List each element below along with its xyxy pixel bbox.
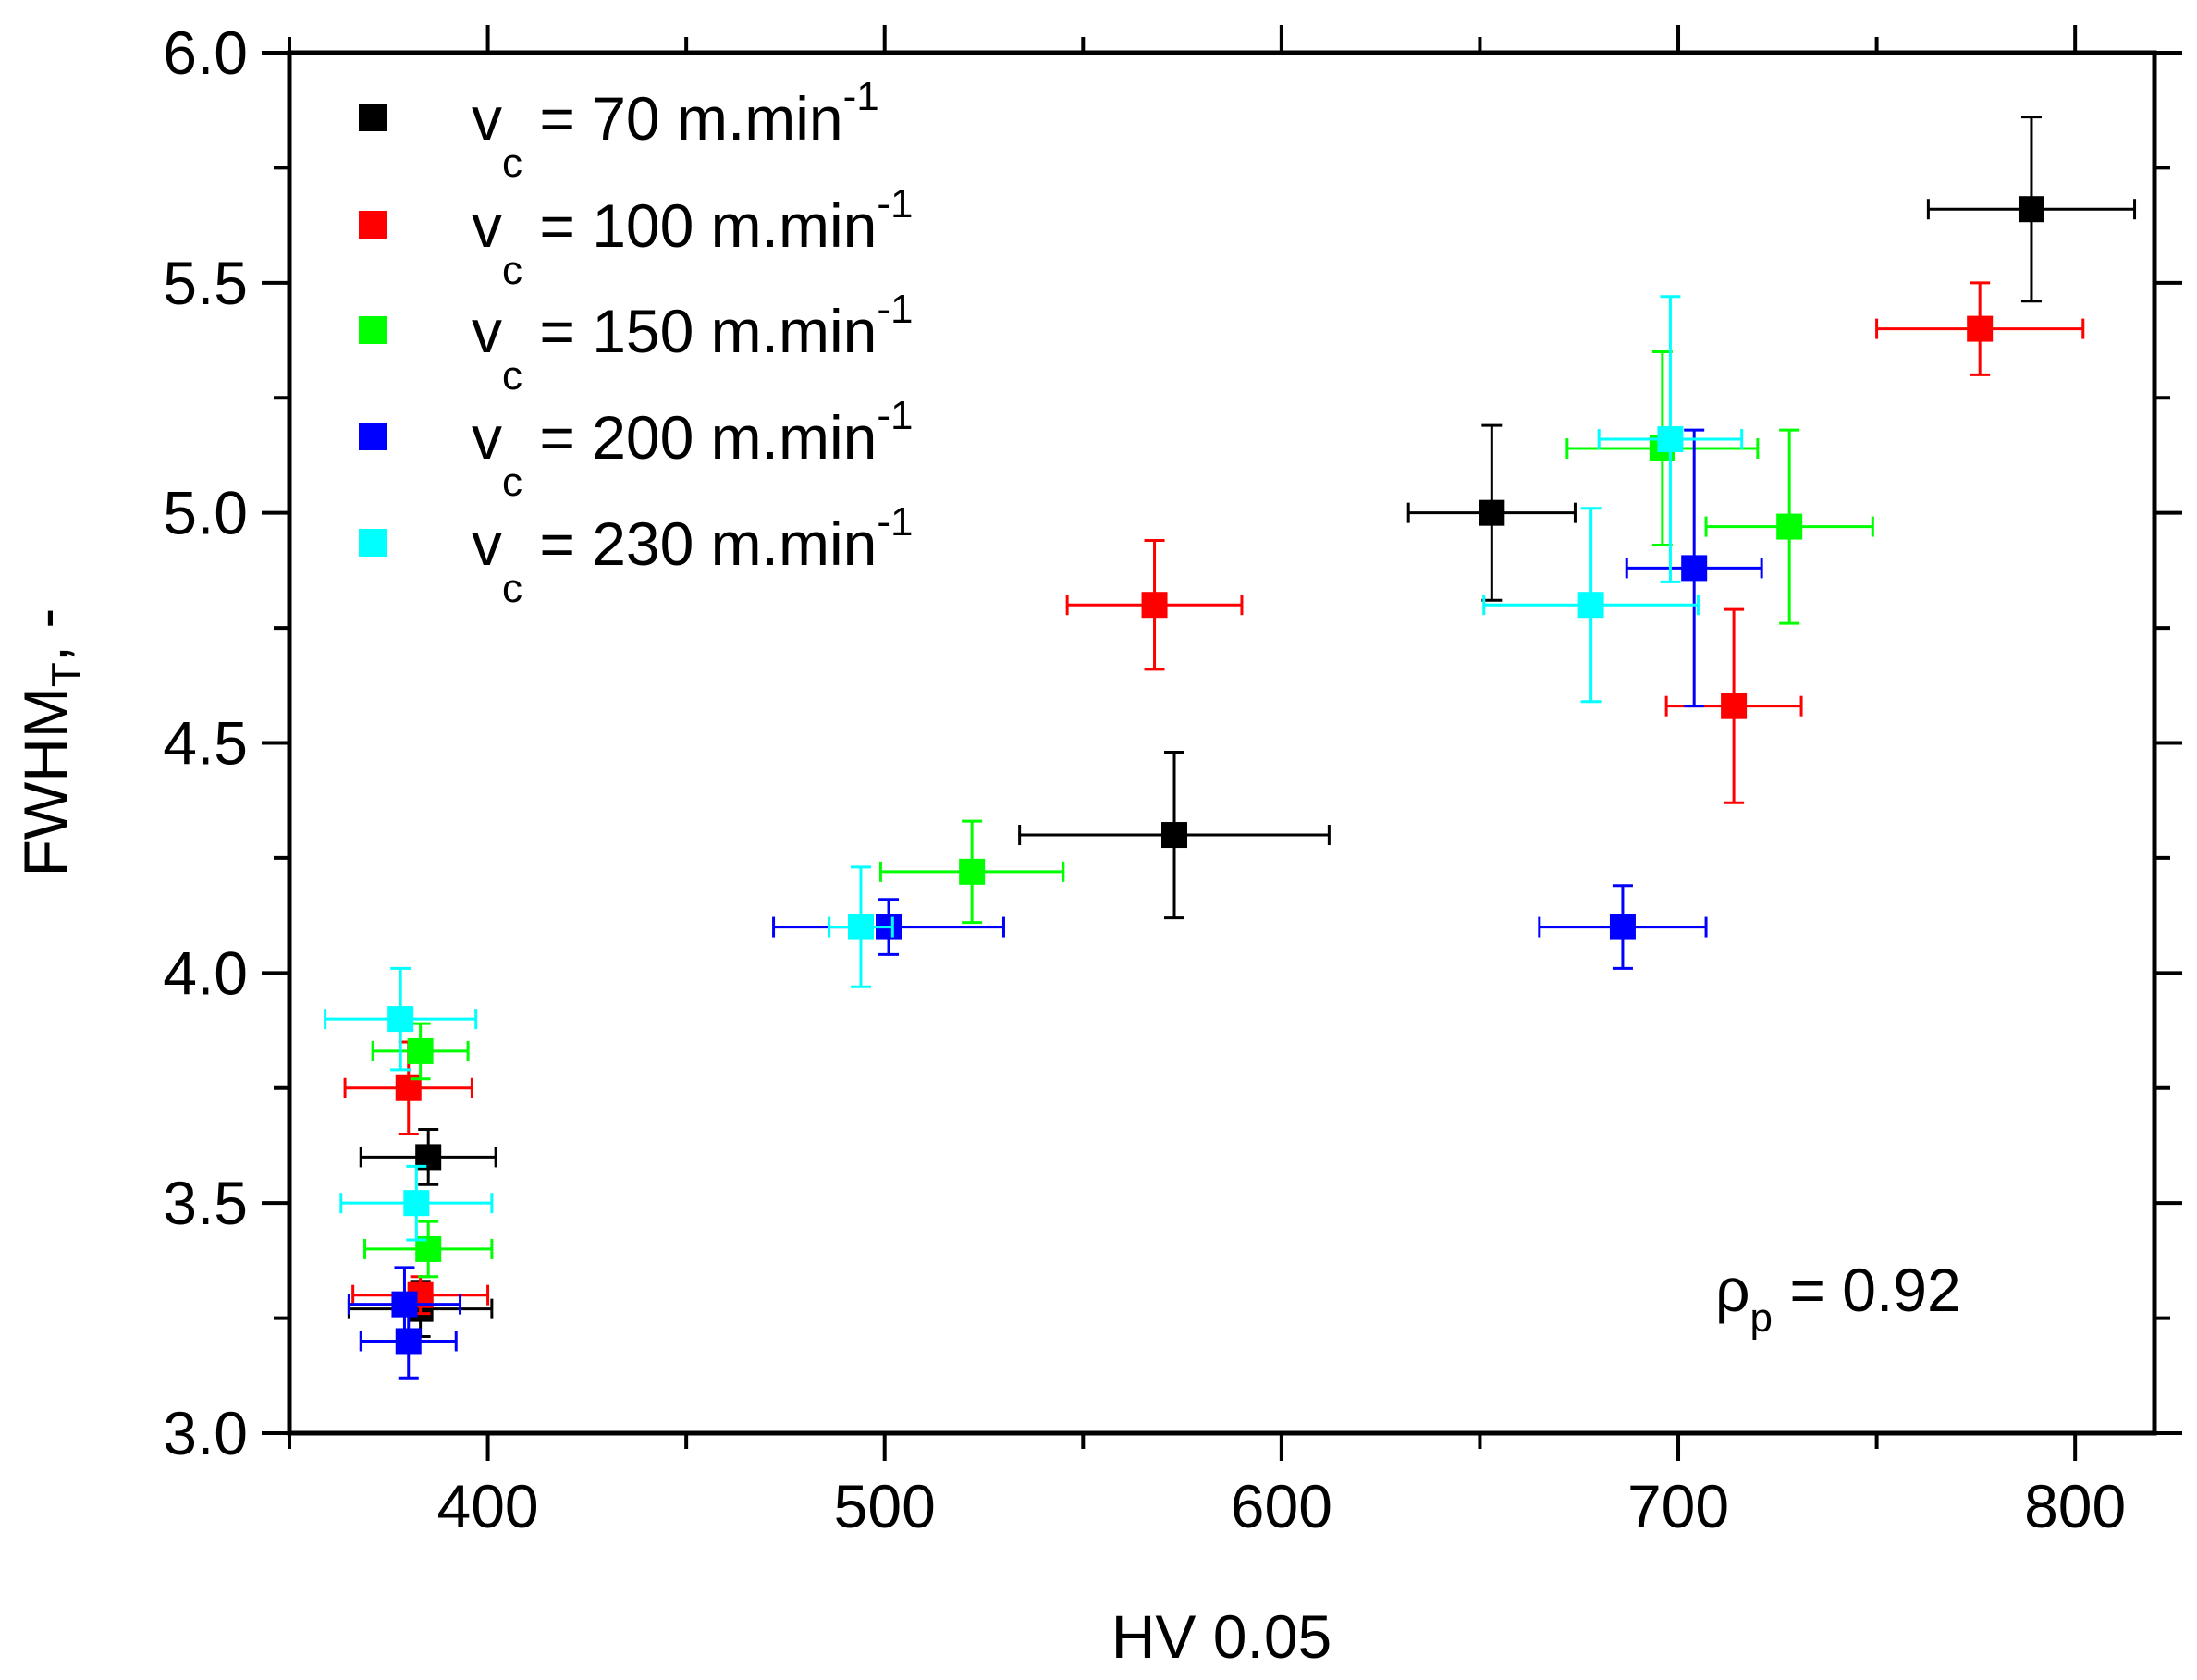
data-points	[324, 116, 2137, 1380]
correlation-value: = 0.92	[1773, 1256, 1961, 1324]
legend-swatch	[359, 211, 387, 239]
data-point	[371, 1022, 470, 1081]
marker-square	[1721, 693, 1748, 719]
data-point	[359, 1128, 497, 1186]
marker-square	[395, 1328, 422, 1355]
marker-square	[847, 914, 874, 940]
x-tick-label: 600	[1231, 1472, 1332, 1540]
legend: vc = 70 m.min-1vc = 100 m.min-1vc = 150 …	[359, 74, 913, 611]
data-point	[1482, 507, 1700, 704]
data-point	[363, 1220, 494, 1279]
legend-item: vc = 200 m.min-1	[359, 393, 913, 505]
y-axis-label-sub: T	[43, 662, 89, 687]
marker-square	[2018, 196, 2044, 223]
data-point	[324, 966, 478, 1072]
series-5	[324, 295, 1744, 1242]
data-point	[1018, 750, 1331, 920]
correlation-sub: p	[1750, 1295, 1773, 1341]
marker-square	[1141, 592, 1168, 619]
marker-square	[403, 1190, 430, 1217]
marker-square	[407, 1037, 434, 1064]
legend-swatch	[359, 529, 387, 557]
data-point	[1625, 428, 1763, 708]
x-tick-label: 700	[1627, 1472, 1729, 1540]
marker-square	[1776, 513, 1803, 540]
marker-square	[959, 858, 986, 885]
data-point	[878, 819, 1065, 925]
marker-square	[1609, 914, 1636, 940]
correlation-symbol: ρ	[1715, 1256, 1750, 1324]
series-4	[347, 428, 1763, 1380]
data-point	[1926, 116, 2137, 303]
marker-square	[1967, 315, 1994, 342]
plot-frame	[287, 50, 2157, 1436]
y-tick-label: 6.0	[163, 18, 248, 87]
data-point	[339, 1164, 494, 1242]
data-point	[359, 1303, 458, 1380]
legend-label: vc = 150 m.min-1	[472, 287, 913, 399]
marker-square	[1577, 592, 1604, 619]
marker-square	[1161, 822, 1188, 849]
data-point	[828, 865, 894, 988]
marker-square	[387, 1006, 414, 1033]
y-axis-label-tail: , -	[11, 608, 80, 663]
x-tick-label: 500	[834, 1472, 936, 1540]
data-point	[1597, 295, 1744, 583]
marker-square	[1681, 555, 1708, 582]
correlation-annotation: ρp = 0.92	[1715, 1256, 1961, 1341]
marker-square	[1657, 426, 1684, 453]
legend-swatch	[359, 104, 387, 131]
legend-swatch	[359, 423, 387, 450]
legend-label: vc = 70 m.min-1	[472, 74, 879, 186]
x-tick-label: 400	[437, 1472, 539, 1540]
y-tick-label: 4.5	[163, 709, 248, 778]
data-point	[1875, 281, 2085, 376]
legend-label: vc = 100 m.min-1	[472, 181, 913, 293]
data-point	[1538, 884, 1708, 970]
x-axis-label: HV 0.05	[1111, 1602, 1332, 1671]
x-tick-label: 800	[2024, 1472, 2126, 1540]
legend-item: vc = 70 m.min-1	[359, 74, 879, 186]
legend-swatch	[359, 316, 387, 344]
legend-item: vc = 100 m.min-1	[359, 181, 913, 293]
legend-label: vc = 230 m.min-1	[472, 499, 913, 611]
y-axis-label: FWHMT, -	[11, 608, 89, 877]
marker-square	[1479, 499, 1505, 526]
legend-item: vc = 230 m.min-1	[359, 499, 913, 611]
data-point	[1065, 539, 1244, 671]
y-tick-label: 3.0	[163, 1399, 248, 1467]
y-tick-label: 4.0	[163, 938, 248, 1007]
axis-ticks: 400 500 600 700 800 3.0 3.5 4.0 4.5 5.0 5.5 6.0	[163, 18, 2182, 1540]
series-3	[363, 349, 1874, 1279]
y-tick-label: 3.5	[163, 1169, 248, 1237]
y-axis-label-main: FWHM	[11, 687, 80, 877]
y-tick-label: 5.5	[163, 249, 248, 317]
legend-label: vc = 200 m.min-1	[472, 393, 913, 505]
data-point	[1406, 423, 1577, 602]
legend-item: vc = 150 m.min-1	[359, 287, 913, 399]
data-point	[1704, 428, 1874, 625]
y-tick-label: 5.0	[163, 479, 248, 547]
